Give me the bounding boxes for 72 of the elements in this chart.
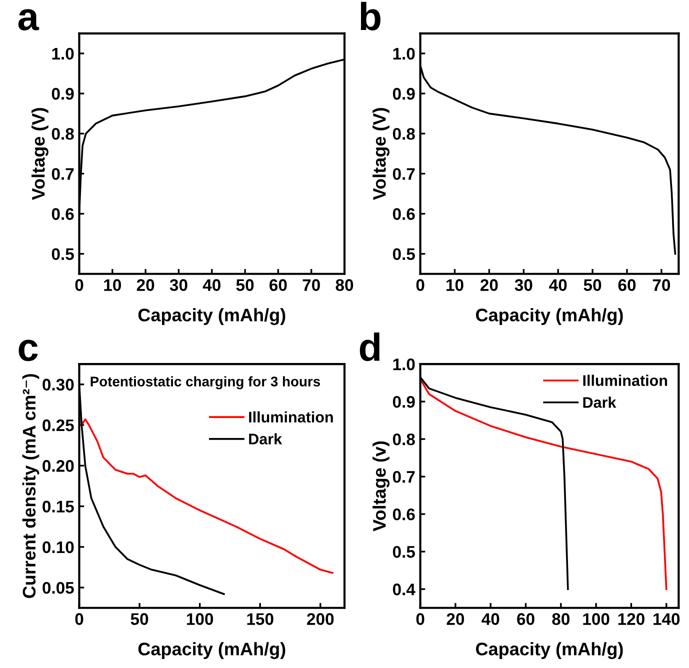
- x-tick-label: 0: [75, 613, 84, 625]
- y-tick-label: 0.4: [392, 584, 416, 596]
- x-tick-label: 0: [416, 613, 424, 625]
- y-axis-title: Voltage (v): [372, 441, 390, 532]
- chart-title: c: [18, 340, 38, 362]
- chart-title: b: [360, 2, 380, 30]
- x-axis-title: Capacity (mAh/g): [138, 642, 286, 660]
- x-tick-label: 20: [480, 279, 498, 291]
- x-tick-label: 80: [552, 613, 570, 625]
- x-tick-label: 60: [270, 279, 287, 291]
- x-tick-label: 40: [549, 279, 567, 291]
- x-tick-label: 40: [482, 613, 500, 625]
- x-tick-label: 50: [584, 279, 602, 291]
- x-tick-label: 10: [104, 279, 121, 291]
- chart-title: d: [360, 332, 380, 362]
- x-tick-label: 140: [654, 613, 680, 625]
- y-tick-label: 0.9: [392, 88, 415, 100]
- y-tick-label: 0.25: [42, 419, 74, 432]
- y-tick-label: 0.15: [42, 500, 74, 512]
- annotation: Potentiostatic charging for 3 hours: [90, 376, 320, 390]
- y-tick-label: 0.5: [52, 248, 74, 260]
- x-tick-label: 30: [514, 279, 532, 292]
- y-tick-label: 0.20: [42, 460, 74, 472]
- x-tick-label: 60: [618, 279, 636, 291]
- x-tick-label: 20: [446, 613, 464, 625]
- x-tick-label: 100: [583, 613, 610, 625]
- x-axis-title: Capacity (mAh/g): [476, 642, 623, 660]
- x-tick-label: 200: [307, 613, 334, 625]
- y-tick-label: 0.8: [392, 128, 415, 140]
- x-tick-label: 150: [247, 613, 274, 625]
- x-tick-label: 120: [618, 613, 644, 625]
- legend-label: Illumination: [583, 374, 668, 386]
- y-tick-label: 0.7: [392, 168, 415, 180]
- y-tick-label: 0.8: [392, 433, 415, 446]
- y-tick-label: 0.7: [52, 168, 74, 180]
- y-tick-label: 0.10: [42, 541, 74, 554]
- y-tick-label: 0.9: [392, 396, 415, 408]
- x-tick-label: 70: [652, 279, 670, 291]
- x-tick-label: 50: [236, 279, 254, 291]
- y-axis-title: Current density (mA cm²⁻): [22, 374, 40, 598]
- legend-label: Illumination: [249, 411, 333, 423]
- x-tick-label: 20: [136, 279, 154, 291]
- y-tick-label: 0.7: [392, 470, 415, 483]
- y-axis-title: Voltage (V): [372, 108, 390, 200]
- y-tick-label: 1.0: [393, 358, 415, 370]
- legend-label: Dark: [249, 433, 282, 444]
- x-tick-label: 50: [130, 613, 148, 625]
- y-tick-label: 1.0: [393, 48, 415, 60]
- x-tick-label: 10: [446, 279, 464, 291]
- x-axis-title: Capacity (mAh/g): [476, 308, 623, 326]
- y-tick-label: 0.30: [42, 378, 74, 391]
- y-tick-label: 1.0: [52, 48, 74, 60]
- y-axis-title: Voltage (V): [32, 108, 48, 200]
- x-tick-label: 30: [170, 279, 188, 292]
- chart-title: a: [18, 9, 40, 30]
- y-tick-label: 0.5: [392, 248, 415, 260]
- x-tick-label: 60: [517, 613, 534, 625]
- y-tick-label: 0.8: [52, 128, 74, 140]
- x-tick-label: 70: [302, 279, 320, 291]
- y-tick-label: 0.9: [52, 88, 74, 100]
- x-tick-label: 100: [186, 613, 214, 625]
- x-tick-label: 80: [336, 279, 354, 291]
- y-tick-label: 0.6: [52, 208, 74, 220]
- x-axis-title: Capacity (mAh/g): [138, 308, 286, 326]
- x-tick-label: 40: [202, 279, 220, 291]
- x-tick-label: 0: [416, 279, 424, 291]
- y-tick-label: 0.05: [42, 582, 74, 594]
- y-tick-label: 0.5: [392, 546, 415, 558]
- y-tick-label: 0.6: [392, 208, 415, 220]
- x-tick-label: 0: [75, 279, 84, 291]
- legend-label: Dark: [583, 396, 616, 408]
- y-tick-label: 0.6: [392, 508, 415, 520]
